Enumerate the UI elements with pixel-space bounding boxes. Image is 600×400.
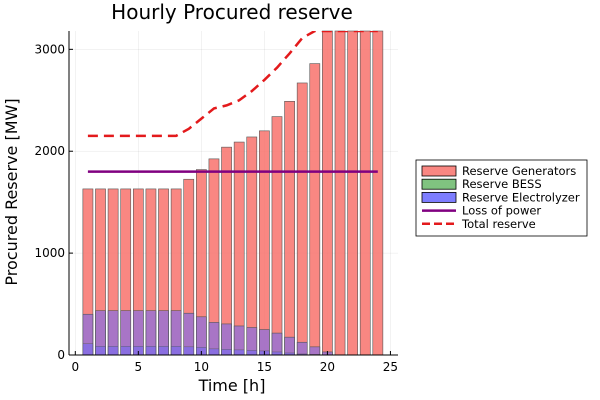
y-tick-label: 3000 (34, 42, 65, 56)
legend-label: Total reserve (461, 217, 536, 231)
y-tick-label: 2000 (34, 144, 65, 158)
x-tick-label: 20 (320, 360, 335, 374)
line-total-reserve (87, 31, 378, 138)
x-axis-title: Time [h] (198, 376, 266, 395)
axes (68, 31, 398, 356)
bar-reserve-generators (271, 116, 283, 356)
x-tick-label: 5 (135, 360, 143, 374)
y-tick-label: 1000 (34, 246, 65, 260)
x-tick-label: 15 (257, 360, 272, 374)
bar-reserve-generators (359, 30, 371, 356)
bar-reserve-generators (296, 82, 308, 356)
x-tick-label: 0 (71, 360, 79, 374)
bar-reserve-electrolyzer-inner (183, 346, 194, 356)
bar-reserve-electrolyzer-inner (246, 350, 258, 356)
bar-reserve-generators (309, 63, 321, 356)
tick-labels: 0 5 10 15 20 25 0 1000 2000 3000 (34, 42, 398, 374)
legend-label: Reserve BESS (462, 177, 542, 191)
bar-reserve-electrolyzer-inner (145, 346, 157, 356)
chart-title: Hourly Procured reserve (111, 0, 353, 24)
legend-label: Loss of power (462, 204, 541, 218)
bar-reserve-generators (322, 30, 333, 356)
legend-swatch (421, 165, 457, 177)
bar-reserve-electrolyzer-inner (170, 346, 182, 356)
bar-reserve-electrolyzer-inner (82, 343, 94, 356)
legend-swatch (421, 178, 457, 190)
legend-swatch (421, 191, 457, 203)
y-axis-title: Procured Reserve [MW] (2, 98, 21, 285)
bar-reserve-generators (259, 130, 270, 356)
bar-reserve-electrolyzer-inner (221, 349, 232, 356)
y-tick-label: 0 (57, 348, 65, 362)
x-tick-label: 25 (383, 360, 398, 374)
legend-label: Reserve Generators (462, 164, 576, 178)
bar-reserve-electrolyzer-inner (120, 346, 131, 356)
bar-reserve-generators (334, 30, 346, 356)
bar-reserve-generators (372, 30, 384, 356)
bar-reserve-electrolyzer-inner (158, 346, 169, 356)
bar-reserve-electrolyzer (284, 336, 295, 356)
bar-reserve-electrolyzer (296, 341, 308, 356)
bar-reserve-generators (347, 30, 358, 356)
series-lines (87, 31, 378, 173)
bar-reserve-generators (284, 101, 295, 356)
bar-reserve-electrolyzer-inner (107, 346, 119, 356)
bar-reserve-generators (246, 136, 258, 356)
legend-label: Reserve Electrolyzer (462, 190, 580, 204)
bar-reserve-generators (233, 141, 245, 356)
bar-reserve-electrolyzer (309, 346, 321, 356)
bar-reserve-electrolyzer-inner (95, 346, 106, 356)
bars (82, 30, 384, 356)
bar-reserve-electrolyzer (271, 332, 283, 356)
x-tick-label: 10 (194, 360, 209, 374)
bar-reserve-electrolyzer-inner (233, 349, 245, 356)
bar-reserve-electrolyzer-inner (208, 348, 220, 356)
